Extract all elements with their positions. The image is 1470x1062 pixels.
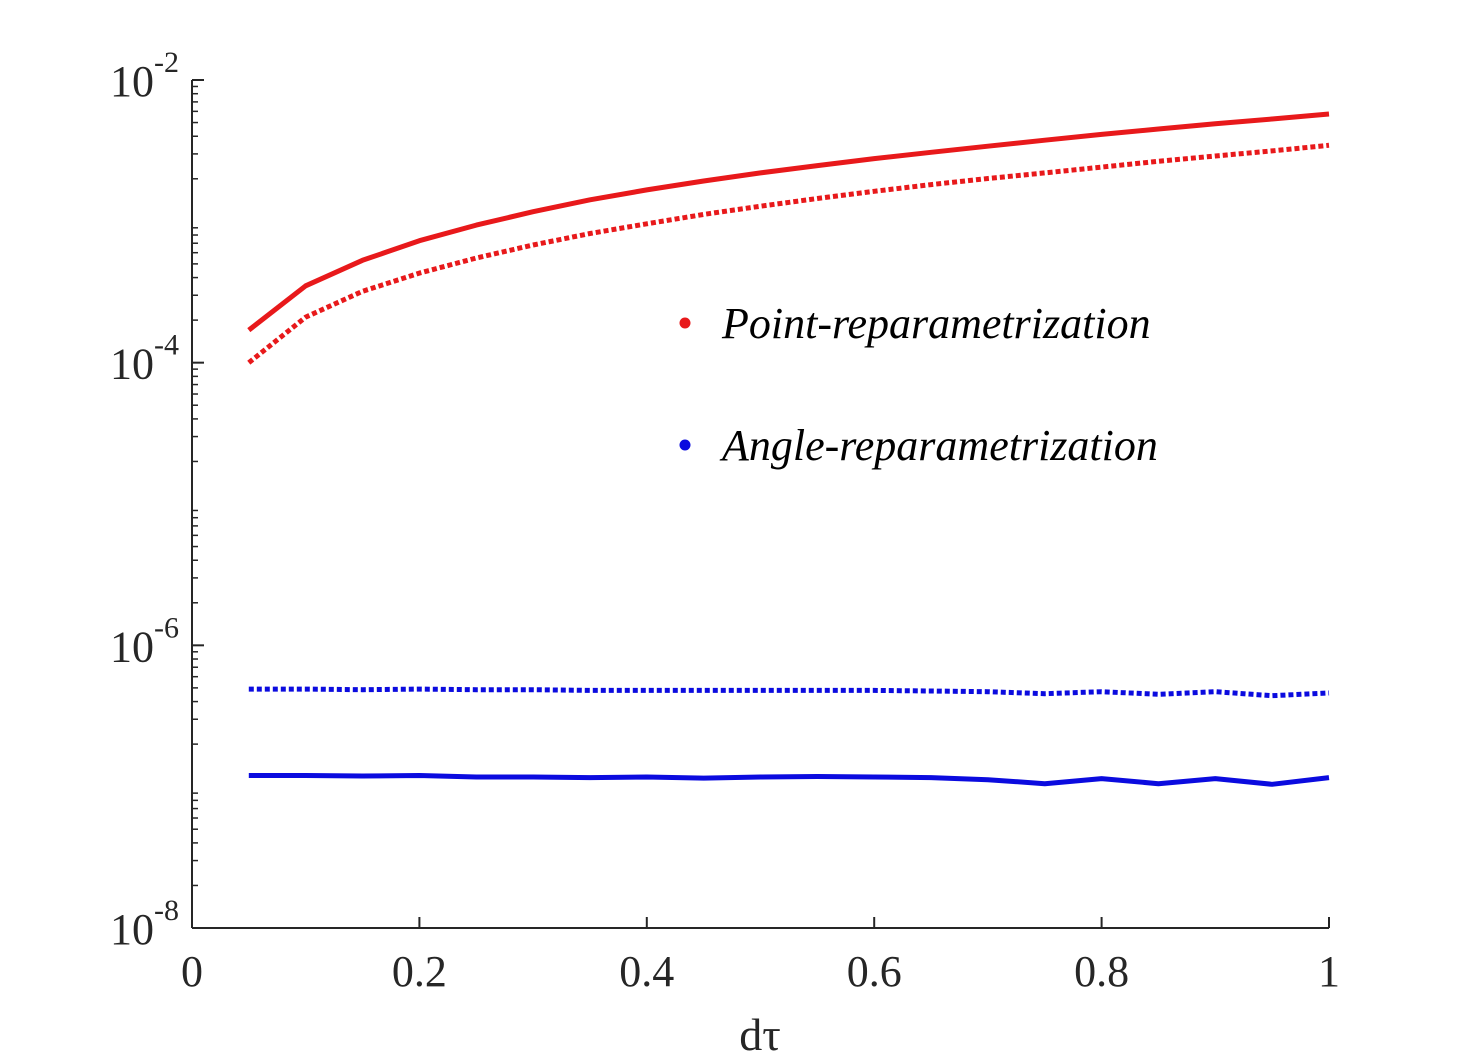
y-tick-label: 10 -2 [110,46,179,106]
axes-layer: 0 0.2 0.4 0.6 0.8 110-810-610-410-2 [110,46,1340,996]
series-line-4-dotted [248,686,1330,699]
y-tick-label: 10 -4 [110,329,179,389]
x-axis-label: dτ [739,1009,781,1060]
series-line-1-solid [247,111,1330,333]
legend-label: Point-reparametrization [721,299,1151,348]
legend-label: Angle-reparametrization [719,421,1158,470]
legend-marker [679,439,691,451]
series-line-2-dotted [247,142,1330,365]
x-tick-label: 1 [1318,947,1340,996]
y-tick-exponent: -8 [154,894,179,927]
x-tick-label: 0.4 [619,947,674,996]
series-layer [247,111,1330,787]
y-tick-exponent: -2 [154,46,179,79]
y-tick-exponent: -4 [154,329,179,362]
x-tick-label: 0 [181,947,203,996]
y-tick-base: 10 [110,905,154,954]
y-tick-label: 10 -6 [110,611,179,671]
series-line-3-solid [248,773,1330,787]
y-tick-base: 10 [110,622,154,671]
y-tick-label: 10 -8 [110,894,179,954]
y-tick-base: 10 [110,57,154,106]
y-tick-exponent: -6 [154,611,179,644]
legend-marker [679,317,691,329]
y-tick-base: 10 [110,340,154,389]
x-tick-label: 0.6 [847,947,902,996]
x-tick-label: 0.2 [392,947,447,996]
x-tick-label: 0.8 [1074,947,1129,996]
legend: Point-reparametrization Angle-reparametri… [679,299,1158,470]
